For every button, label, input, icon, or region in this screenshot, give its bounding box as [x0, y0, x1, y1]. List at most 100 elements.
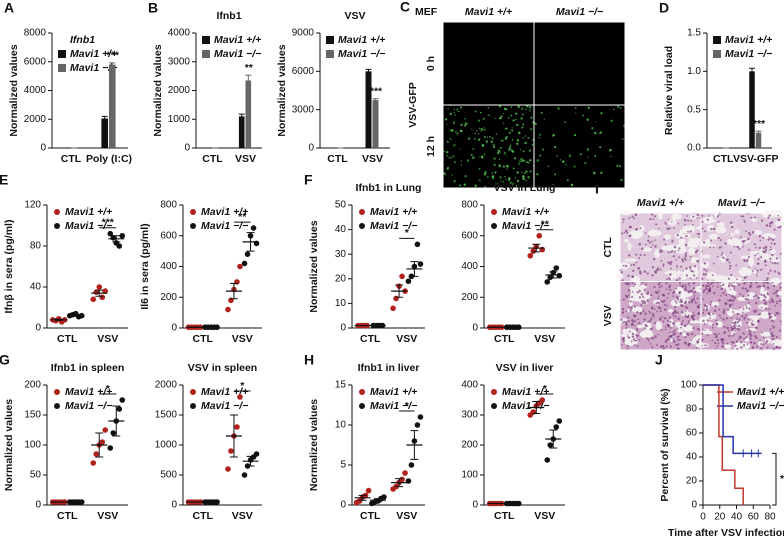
texture	[751, 270, 754, 272]
texture	[640, 304, 643, 307]
x-tick-label: CTL	[360, 510, 381, 522]
data-point	[90, 296, 97, 303]
texture	[488, 114, 491, 116]
texture	[644, 288, 646, 290]
texture	[774, 257, 780, 264]
texture	[500, 115, 503, 118]
texture	[765, 224, 769, 227]
texture	[743, 239, 746, 243]
texture	[669, 320, 672, 323]
texture	[707, 321, 714, 326]
data-point	[99, 439, 106, 445]
texture	[689, 259, 691, 261]
texture	[641, 247, 644, 251]
texture	[633, 305, 636, 308]
y-tick-label: 0	[171, 323, 177, 334]
texture	[689, 290, 692, 293]
texture	[627, 306, 630, 308]
texture	[658, 250, 662, 254]
texture	[505, 127, 508, 130]
texture	[493, 163, 496, 166]
texture	[688, 285, 691, 287]
texture	[622, 264, 625, 267]
texture	[769, 246, 772, 248]
texture	[725, 294, 728, 297]
data-point	[381, 494, 387, 500]
texture	[702, 273, 705, 276]
texture	[631, 332, 635, 336]
y-tick-label: 0	[35, 323, 41, 334]
texture	[706, 334, 709, 337]
texture	[681, 285, 683, 288]
texture	[492, 145, 496, 149]
texture	[675, 258, 677, 261]
texture	[522, 113, 524, 116]
texture	[529, 110, 531, 112]
error-bar	[95, 432, 104, 458]
y-tick-label: 10	[335, 298, 347, 309]
texture	[779, 252, 782, 255]
texture	[726, 326, 729, 330]
texture	[736, 347, 739, 350]
texture	[771, 338, 774, 340]
texture	[757, 258, 760, 260]
texture	[472, 156, 475, 159]
texture	[453, 111, 455, 114]
y-tick-label: 50	[30, 470, 42, 481]
texture	[683, 218, 687, 222]
y-tick-label: 1.5	[687, 28, 701, 39]
texture	[694, 290, 697, 294]
texture	[460, 160, 463, 162]
texture	[696, 305, 700, 308]
texture	[453, 180, 456, 183]
texture	[634, 213, 637, 216]
texture	[681, 311, 684, 314]
texture	[682, 284, 685, 287]
texture	[631, 306, 643, 313]
texture	[752, 295, 755, 298]
texture	[505, 155, 507, 157]
texture	[741, 245, 744, 248]
texture	[639, 254, 642, 257]
texture	[694, 251, 698, 254]
texture	[524, 108, 527, 111]
texture	[747, 315, 761, 319]
texture	[696, 249, 699, 252]
texture	[491, 172, 494, 174]
texture	[497, 149, 501, 153]
y-axis-label: Il6 in sera (pg/ml)	[139, 223, 151, 309]
texture	[748, 266, 750, 269]
data-point	[99, 294, 106, 301]
texture	[691, 300, 694, 304]
texture	[762, 343, 765, 346]
data-point	[225, 306, 231, 313]
texture	[663, 303, 666, 306]
texture	[649, 293, 653, 297]
texture	[688, 237, 695, 243]
y-tick-label: 600	[160, 230, 177, 241]
texture	[687, 219, 689, 222]
texture	[621, 138, 624, 141]
legend-label: Mavi1 +/+	[737, 386, 784, 398]
texture	[740, 341, 743, 344]
texture	[539, 133, 542, 136]
texture	[658, 284, 660, 286]
data-point	[110, 430, 117, 436]
texture	[778, 272, 781, 275]
significance: ***	[107, 50, 120, 62]
texture	[696, 327, 700, 331]
data-point	[527, 252, 534, 259]
texture	[662, 263, 665, 266]
chart-title: VSV	[344, 10, 365, 22]
texture	[723, 257, 726, 260]
texture	[685, 289, 688, 292]
texture	[736, 245, 740, 249]
texture	[505, 164, 508, 167]
texture	[708, 215, 710, 217]
panel-label: H	[304, 352, 314, 368]
legend-label: Mavi1 +/+	[370, 386, 417, 398]
legend-label: Mavi1 −/−	[65, 220, 112, 232]
texture	[685, 287, 687, 289]
texture	[719, 238, 722, 242]
texture	[656, 301, 659, 304]
